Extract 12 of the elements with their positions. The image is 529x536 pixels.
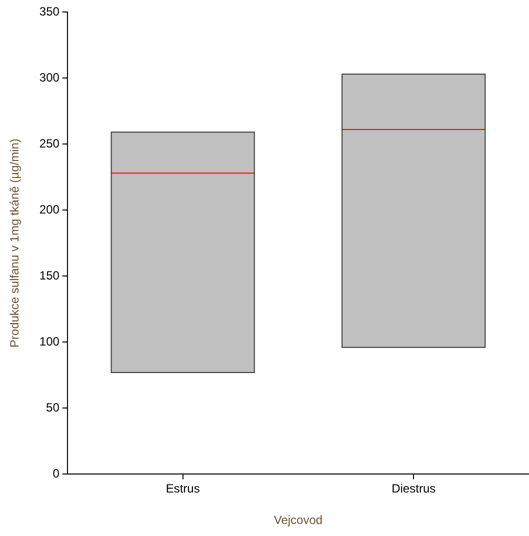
y-tick-label: 150 <box>39 268 60 282</box>
y-tick-label: 100 <box>39 334 60 348</box>
x-tick-label: Estrus <box>166 482 200 496</box>
y-tick-label: 350 <box>39 4 60 18</box>
x-axis-title: Vejcovod <box>274 513 323 528</box>
y-tick-label: 0 <box>52 466 60 481</box>
y-tick-label: 300 <box>39 70 60 84</box>
y-axis-title: Produkce sulfanu v 1mg tkáně (µg/min) <box>8 138 22 348</box>
y-tick-label: 200 <box>39 202 60 216</box>
y-tick-label: 250 <box>39 136 60 150</box>
y-tick-label: 50 <box>46 400 60 414</box>
x-tick-label: Diestrus <box>392 482 436 496</box>
